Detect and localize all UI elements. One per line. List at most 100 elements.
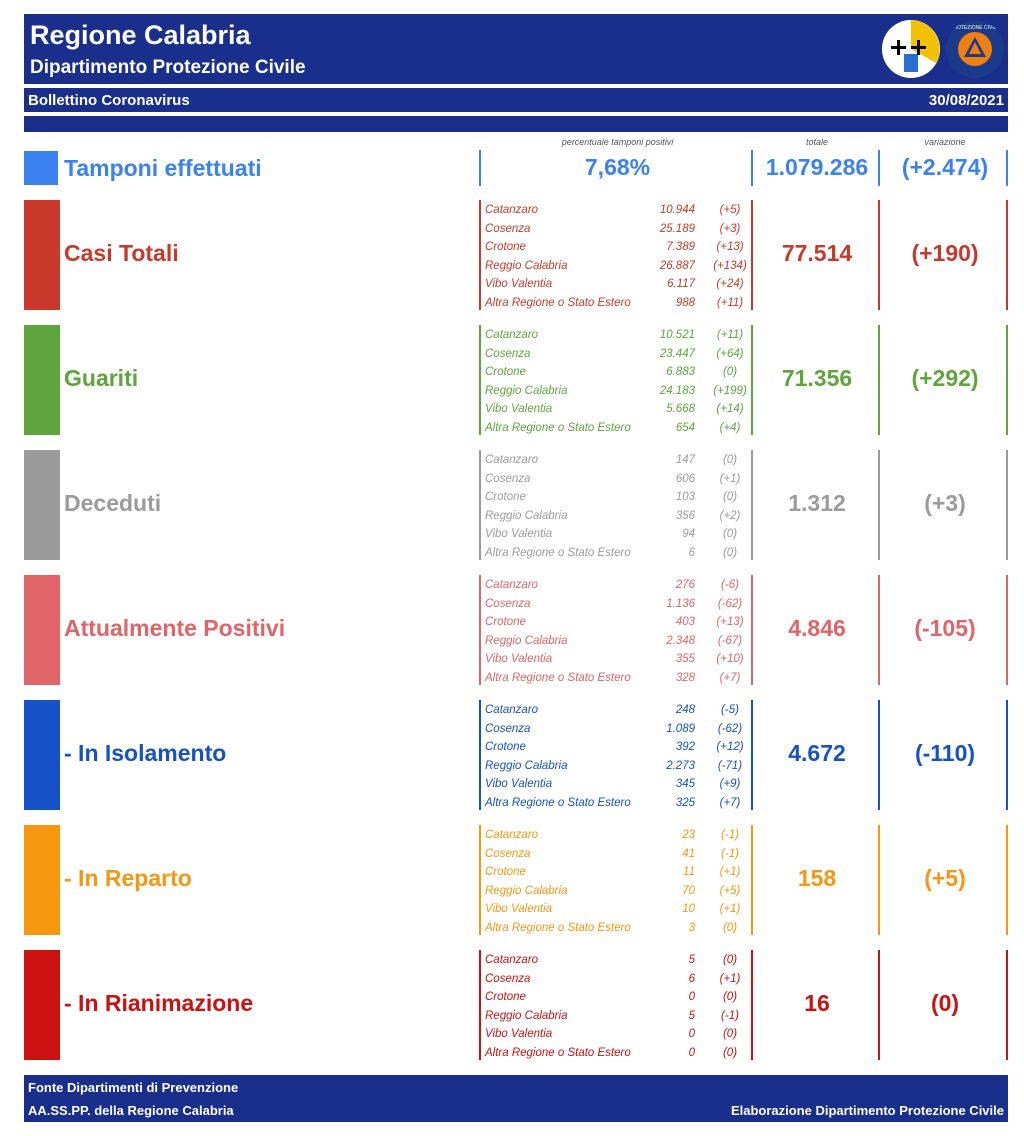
province-delta: (+1) [719, 903, 741, 915]
province-list: Catanzaro 10.944 (+5) Cosenza 25.189 (+3) Crot… [485, 202, 750, 313]
section-block: Attualmente Positivi Catanzaro 276 (-6) Cose… [0, 575, 1024, 685]
province-value: 6.883 [666, 366, 695, 378]
section-block: - In Reparto Catanzaro 23 (-1) Cosenza 41 (-1)… [0, 825, 1024, 935]
province-value: 328 [675, 671, 695, 684]
province-delta: (0) [722, 921, 738, 934]
province-row: Vibo Valentia 10 (+1) [485, 901, 750, 920]
province-value: 392 [675, 741, 695, 753]
section-swatch [24, 825, 60, 935]
province-name: Vibo Valentia [485, 403, 553, 415]
province-name: Altra Regione o Stato Estero [485, 421, 631, 434]
province-name: Catanzaro [485, 954, 539, 966]
province-delta: (+134) [713, 259, 747, 272]
tamponi-swatch [24, 151, 58, 185]
province-delta: (+7) [719, 796, 741, 809]
province-name: Altra Regione o Stato Estero [485, 1046, 631, 1059]
section-divider [751, 200, 753, 310]
province-row: Cosenza 1.089 (-62) [485, 721, 750, 740]
province-name: Crotone [485, 241, 526, 253]
section-divider [878, 325, 880, 435]
province-delta: (-62) [717, 597, 743, 610]
province-row: Altra Regione o Stato Estero 654 (+4) [485, 420, 750, 439]
section-block: - In Isolamento Catanzaro 248 (-5) Cosenza 1.… [0, 700, 1024, 810]
province-delta: (+24) [716, 278, 744, 290]
province-row: Vibo Valentia 94 (0) [485, 526, 750, 545]
province-name: Vibo Valentia [485, 528, 553, 540]
province-value: 276 [675, 579, 695, 591]
tamponi-percent: 7,68% [584, 154, 651, 180]
province-value: 25.189 [659, 222, 695, 235]
province-delta: (+64) [716, 347, 744, 360]
province-delta: (+199) [713, 384, 747, 397]
footer-credit: Elaborazione Dipartimento Protezione Civ… [730, 1103, 1004, 1118]
province-delta: (0) [722, 546, 738, 559]
section-divider [878, 200, 880, 310]
province-row: Catanzaro 5 (0) [485, 952, 750, 971]
section-divider [479, 200, 481, 310]
province-value: 11 [683, 866, 695, 878]
province-name: Reggio Calabria [485, 884, 568, 897]
province-name: Vibo Valentia [485, 1028, 553, 1040]
section-label: Attualmente Positivi [64, 615, 286, 641]
province-row: Cosenza 1.136 (-62) [485, 596, 750, 615]
section-block: - In Rianimazione Catanzaro 5 (0) Cosenza 6 (+… [0, 950, 1024, 1060]
province-delta: (-67) [717, 634, 743, 647]
province-name: Cosenza [485, 597, 531, 610]
province-name: Catanzaro [485, 829, 539, 841]
province-delta: (0) [722, 1046, 738, 1059]
province-list: Catanzaro 5 (0) Cosenza 6 (+1) Crotone 0 (0) Regg… [485, 952, 750, 1063]
protezione-civile-logo: PROTEZIONE CIVILE [946, 20, 1004, 78]
province-row: Vibo Valentia 6.117 (+24) [485, 276, 750, 295]
province-row: Crotone 11 (+1) [485, 864, 750, 883]
section-label: Guariti [64, 365, 139, 391]
province-delta: (+10) [716, 653, 744, 665]
page-title: Regione Calabria [30, 20, 251, 50]
province-value: 3 [688, 921, 695, 934]
province-name: Reggio Calabria [485, 1009, 568, 1022]
province-name: Cosenza [485, 722, 531, 735]
province-delta: (+5) [719, 884, 741, 897]
province-name: Crotone [485, 866, 526, 878]
province-delta: (+11) [716, 296, 744, 309]
province-row: Crotone 403 (+13) [485, 614, 750, 633]
section-variation: (+3) [924, 490, 966, 516]
province-name: Reggio Calabria [485, 384, 568, 397]
province-value: 2.273 [666, 759, 695, 772]
province-delta: (+1) [719, 472, 741, 485]
section-divider [479, 825, 481, 935]
province-delta: (-71) [717, 759, 743, 772]
province-name: Altra Regione o Stato Estero [485, 921, 631, 934]
section-total: 158 [797, 865, 837, 891]
province-row: Catanzaro 23 (-1) [485, 827, 750, 846]
province-delta: (0) [722, 991, 738, 1003]
province-row: Vibo Valentia 345 (+9) [485, 776, 750, 795]
section-total: 4.846 [788, 615, 846, 641]
province-row: Altra Regione o Stato Estero 6 (0) [485, 545, 750, 564]
province-delta: (0) [722, 528, 738, 540]
province-name: Crotone [485, 491, 526, 503]
section-divider [878, 825, 880, 935]
section-block: Deceduti Catanzaro 147 (0) Cosenza 606 (+1) Cro… [0, 450, 1024, 560]
section-divider [878, 450, 880, 560]
section-divider [878, 700, 880, 810]
province-row: Cosenza 606 (+1) [485, 471, 750, 490]
province-name: Altra Regione o Stato Estero [485, 796, 631, 809]
province-value: 988 [675, 296, 695, 309]
province-row: Crotone 0 (0) [485, 989, 750, 1008]
province-delta: (-1) [721, 829, 739, 841]
province-delta: (+2) [719, 509, 741, 522]
province-row: Reggio Calabria 2.273 (-71) [485, 758, 750, 777]
section-variation: (-110) [914, 740, 976, 766]
province-row: Crotone 103 (0) [485, 489, 750, 508]
province-name: Cosenza [485, 847, 531, 860]
header-band [24, 116, 1008, 132]
tamponi-variation: (+2.474) [901, 154, 989, 180]
province-delta: (0) [722, 954, 738, 966]
province-row: Vibo Valentia 355 (+10) [485, 651, 750, 670]
province-row: Crotone 392 (+12) [485, 739, 750, 758]
tamponi-divider [751, 150, 753, 186]
section-divider [878, 575, 880, 685]
province-delta: (+3) [719, 222, 741, 235]
province-name: Vibo Valentia [485, 653, 553, 665]
province-delta: (+9) [719, 778, 741, 790]
